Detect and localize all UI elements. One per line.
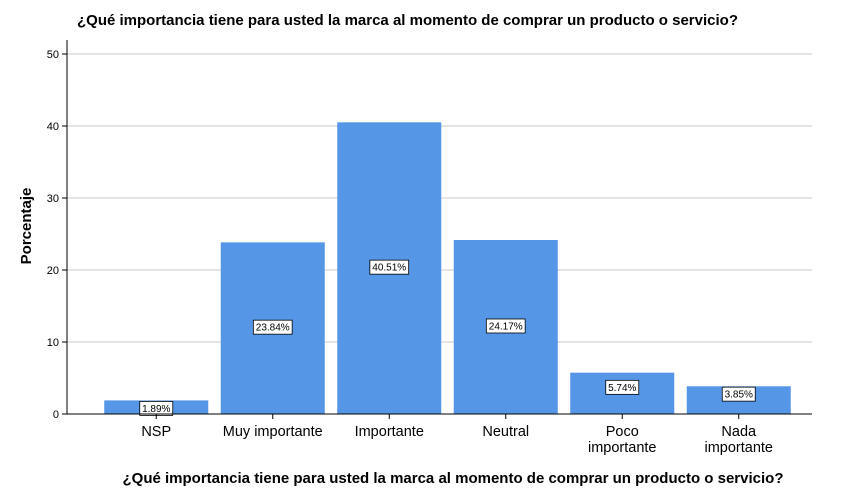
x-category-label: Nada bbox=[721, 424, 757, 440]
x-category-label: Neutral bbox=[482, 424, 529, 440]
y-tick-label: 0 bbox=[53, 409, 59, 421]
data-label-text: 40.51% bbox=[372, 263, 406, 274]
data-label-text: 3.85% bbox=[725, 390, 753, 401]
y-axis-ticks: 0 10 20 30 40 50 bbox=[47, 49, 67, 421]
data-label: 3.85% bbox=[721, 386, 756, 402]
data-label-box bbox=[485, 318, 526, 334]
x-axis-categories: NSP Muy importante Importante Neutral Pocoim… bbox=[141, 414, 773, 456]
x-axis-title: ¿Qué importancia tiene para usted la mar… bbox=[122, 470, 784, 487]
data-label-text: 1.89% bbox=[142, 404, 170, 415]
chart-title: ¿Qué importancia tiene para usted la mar… bbox=[77, 12, 738, 29]
data-label-text: 24.17% bbox=[489, 321, 523, 332]
y-tick-label: 20 bbox=[47, 265, 59, 277]
x-category-label: importante bbox=[704, 440, 773, 456]
data-label: 1.89% bbox=[139, 400, 174, 416]
data-label-text: 5.74% bbox=[608, 383, 636, 394]
data-label: 40.51% bbox=[369, 259, 410, 275]
y-tick-label: 10 bbox=[47, 337, 59, 349]
data-label: 23.84% bbox=[252, 319, 293, 335]
data-label-box bbox=[252, 319, 293, 335]
y-tick-label: 40 bbox=[47, 121, 59, 133]
data-label-box bbox=[721, 386, 756, 402]
bars bbox=[104, 122, 791, 414]
x-category-label: Importante bbox=[355, 424, 424, 440]
data-label: 24.17% bbox=[485, 318, 526, 334]
x-category-label: Muy importante bbox=[223, 424, 323, 440]
x-category-label: Poco bbox=[606, 424, 639, 440]
data-labels: 1.89% 23.84% 40.51% 24.17% 5.74% 3.85% bbox=[139, 259, 756, 416]
x-category-label: importante bbox=[588, 440, 657, 456]
y-axis-title: Porcentaje bbox=[18, 188, 35, 265]
y-tick-label: 50 bbox=[47, 49, 59, 61]
x-category-label: NSP bbox=[141, 424, 171, 440]
data-label-box bbox=[605, 379, 640, 395]
data-label-box bbox=[369, 259, 410, 275]
y-tick-label: 30 bbox=[47, 193, 59, 205]
data-label-text: 23.84% bbox=[256, 323, 290, 334]
data-label: 5.74% bbox=[605, 379, 640, 395]
